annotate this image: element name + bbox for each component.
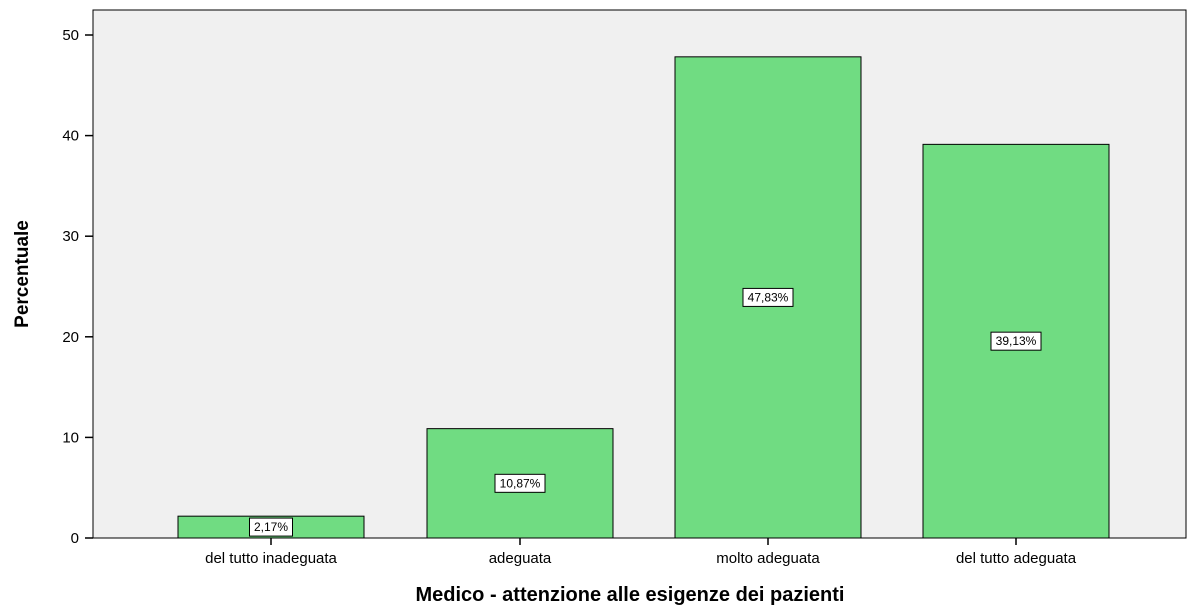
y-axis-ticks: 0 10 20 30 40 50 bbox=[62, 27, 93, 547]
x-tick-label: del tutto adeguata bbox=[956, 550, 1077, 567]
y-axis-title: Percentuale bbox=[12, 220, 33, 328]
data-label: 47,83% bbox=[748, 290, 789, 304]
data-label-box bbox=[990, 331, 1042, 351]
data-label-box bbox=[494, 473, 546, 493]
x-axis-ticks: del tutto inadeguata adeguata molto adegua… bbox=[205, 538, 1077, 567]
y-tick-label: 10 bbox=[62, 429, 79, 446]
x-tick-label: del tutto inadeguata bbox=[205, 550, 337, 567]
x-tick-label: molto adeguata bbox=[716, 550, 820, 567]
data-label-box bbox=[249, 517, 293, 537]
y-tick-label: 40 bbox=[62, 128, 79, 145]
y-tick-label: 30 bbox=[62, 228, 79, 245]
data-label-box bbox=[742, 287, 794, 307]
x-tick-label: adeguata bbox=[489, 550, 552, 567]
data-label: 39,13% bbox=[996, 334, 1037, 348]
y-tick-label: 0 bbox=[71, 530, 79, 547]
data-label: 2,17% bbox=[254, 520, 288, 534]
data-label: 10,87% bbox=[500, 476, 541, 490]
x-axis-title: Medico - attenzione alle esigenze dei pa… bbox=[416, 584, 845, 606]
y-tick-label: 50 bbox=[62, 27, 79, 44]
data-labels-group: 2,17% 10,87% 47,83% 39,13% bbox=[249, 287, 1042, 537]
y-tick-label: 20 bbox=[62, 329, 79, 346]
